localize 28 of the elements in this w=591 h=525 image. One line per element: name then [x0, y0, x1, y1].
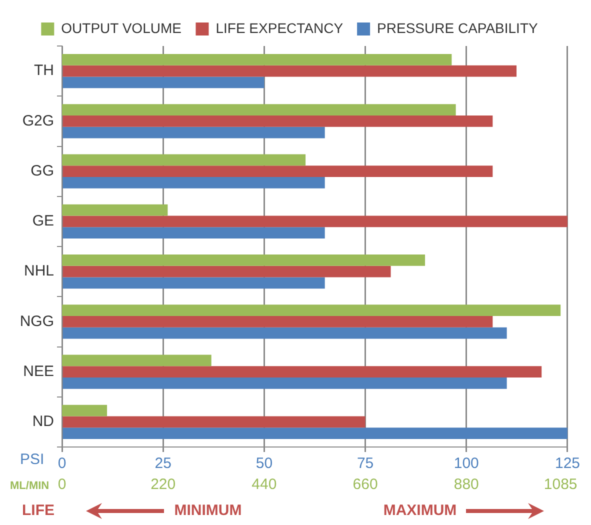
x-tick-label: 75 [356, 455, 374, 472]
x-tick-label: 125 [554, 455, 580, 472]
x-tick-label: 25 [154, 455, 172, 472]
x2-tick-label: 220 [150, 476, 176, 494]
y-tick-label: G2G [22, 112, 54, 130]
text: MINIMUM [174, 502, 242, 520]
text: LIFE [22, 502, 54, 520]
x2-tick-label: 1085 [544, 476, 578, 494]
legend-label: LIFE EXPECTANCY [216, 20, 344, 36]
text: MAXIMUM [383, 502, 457, 520]
x-tick-label: 50 [256, 455, 273, 472]
y-tick-label: NGG [20, 312, 54, 330]
y-tick-label: TH [34, 62, 54, 80]
x2-tick-label: 660 [352, 476, 378, 494]
y-tick-label: NHL [24, 262, 54, 280]
x2-tick-label: 880 [454, 476, 479, 494]
x2-axis-title: ML/MIN [10, 480, 50, 492]
x-tick-label: 0 [58, 455, 66, 472]
legend-label: OUTPUT VOLUME [61, 20, 182, 36]
y-tick-label: GE [32, 212, 54, 230]
x2-tick-label: 0 [58, 476, 66, 494]
legend-label: PRESSURE CAPABILITY [377, 20, 538, 36]
x-tick-label: 100 [454, 455, 479, 472]
x-axis-title: PSI [20, 451, 44, 468]
x2-tick-label: 440 [252, 476, 277, 494]
y-tick-label: NEE [23, 362, 54, 380]
y-tick-label: ND [32, 413, 54, 430]
y-tick-label: GG [30, 162, 54, 180]
